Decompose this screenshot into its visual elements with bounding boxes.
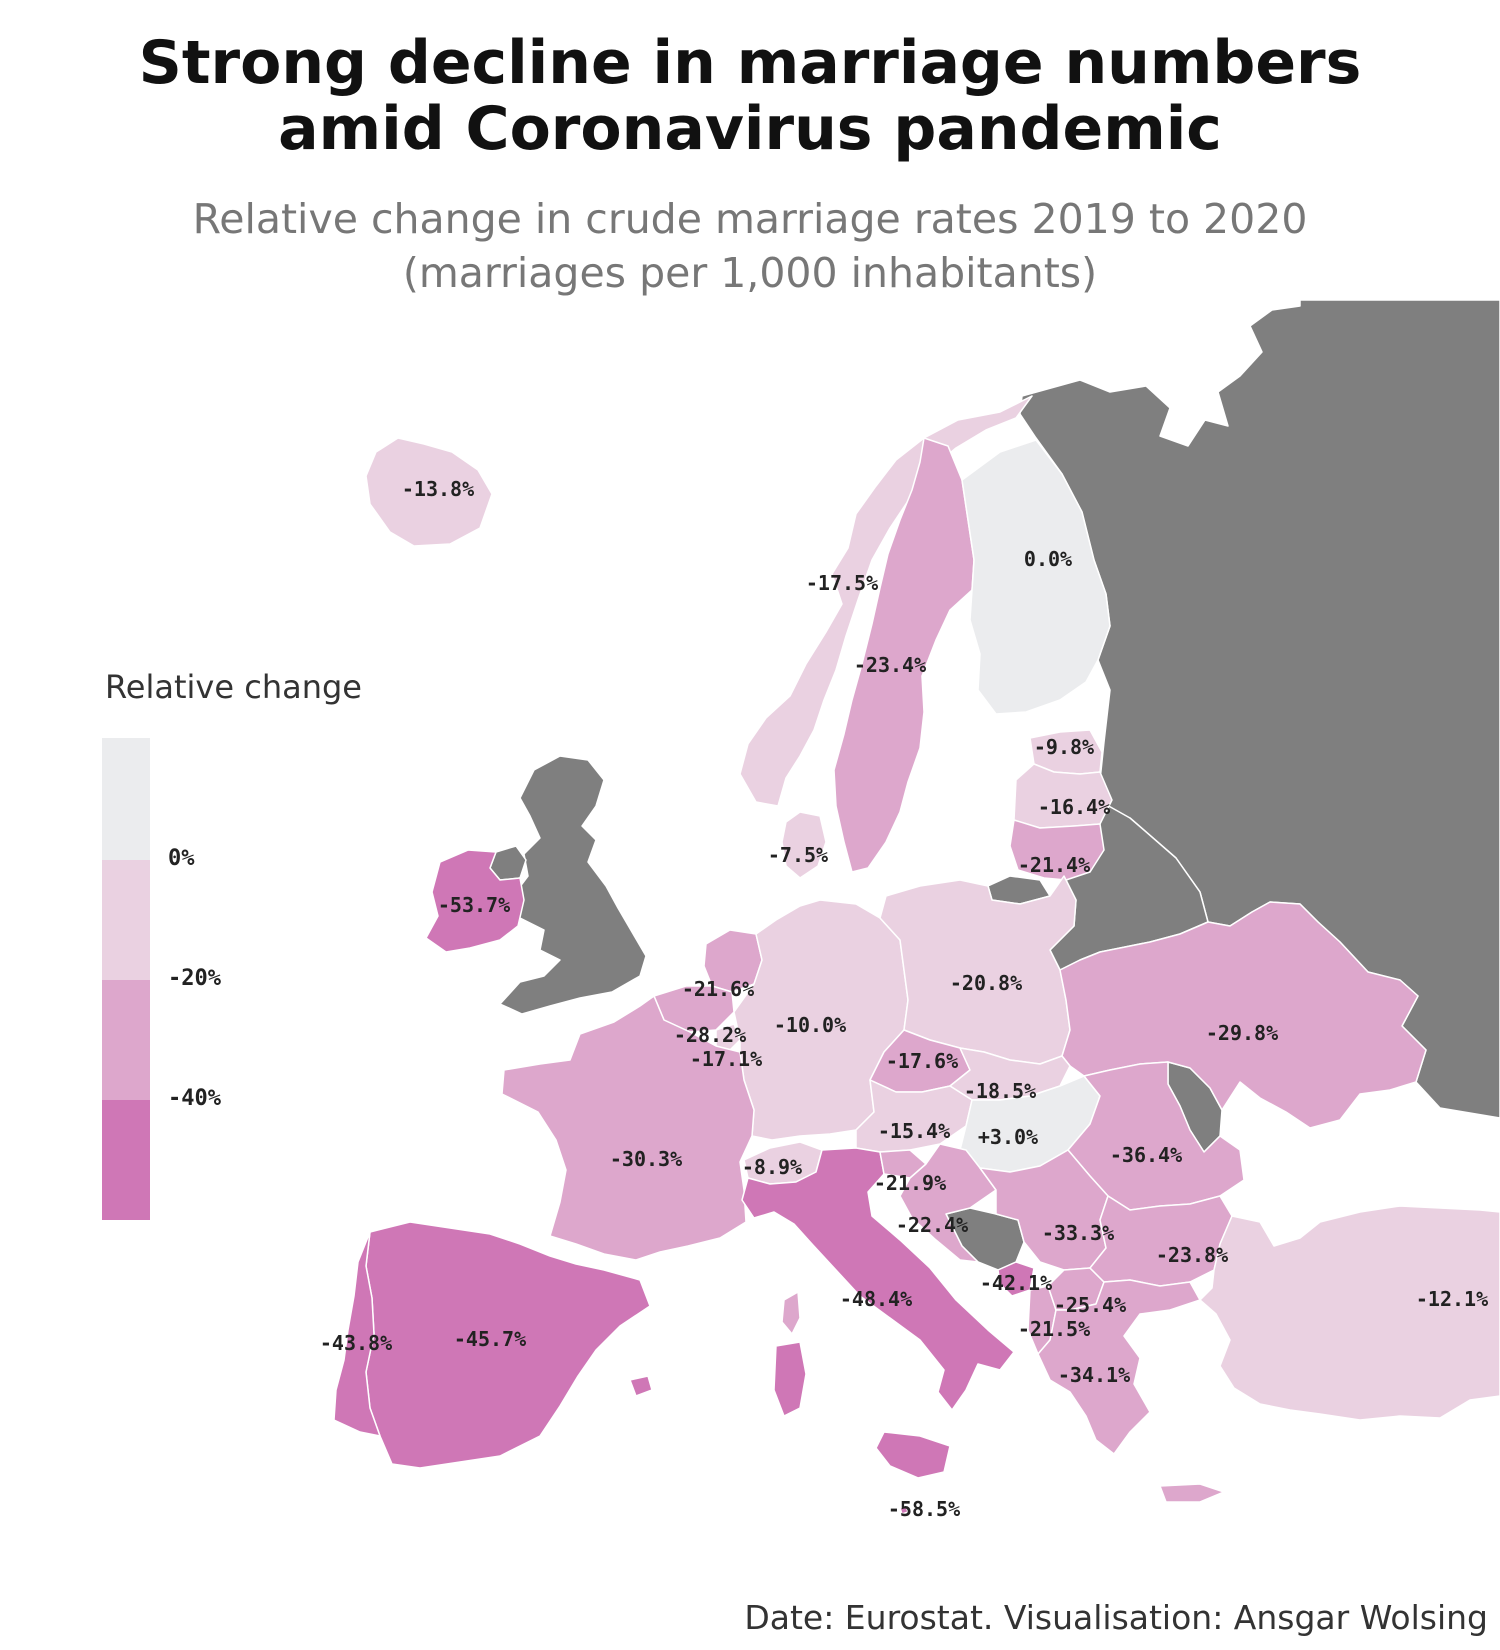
legend-label-20: -20% (168, 966, 221, 991)
region-label-no: -17.5% (806, 571, 878, 595)
region-turkey (1199, 1205, 1500, 1421)
region-denmark (781, 811, 827, 879)
region-label-se: -23.4% (854, 653, 926, 677)
region-label-is: -13.8% (402, 477, 474, 501)
legend-swatch-40-plus (102, 1100, 150, 1220)
region-label-pl: -20.8% (950, 971, 1022, 995)
chart-title-line-1: Strong decline in marriage numbers (138, 28, 1362, 98)
region-label-gr: -34.1% (1058, 1363, 1130, 1387)
chart-title: Strong decline in marriage numbers amid … (0, 30, 1500, 162)
region-finland (961, 439, 1111, 715)
region-label-bg: -23.8% (1156, 1243, 1228, 1267)
region-label-mt: -58.5% (888, 1497, 960, 1521)
region-greece (1037, 1279, 1201, 1455)
chart-title-line-2: amid Coronavirus pandemic (278, 94, 1222, 164)
region-label-nl: -21.6% (682, 977, 754, 1001)
region-label-sk: -18.5% (964, 1079, 1036, 1103)
region-label-dk: -7.5% (768, 843, 828, 867)
chart-subtitle-line-1: Relative change in crude marriage rates … (192, 195, 1308, 243)
region-label-ua: -29.8% (1206, 1021, 1278, 1045)
region-label-si: -21.9% (874, 1171, 946, 1195)
region-label-ee: -9.8% (1034, 735, 1094, 759)
region-label-cz: -17.6% (886, 1049, 958, 1073)
region-bulgaria (1089, 1195, 1233, 1287)
region-label-me: -42.1% (980, 1271, 1052, 1295)
region-italy (741, 1147, 1015, 1411)
region-label-hr: -22.4% (896, 1213, 968, 1237)
region-label-hu: +3.0% (978, 1125, 1038, 1149)
region-crete (1159, 1483, 1225, 1503)
region-label-fr: -30.3% (610, 1147, 682, 1171)
region-label-pt: -43.8% (320, 1331, 392, 1355)
region-label-be: -28.2% (674, 1023, 746, 1047)
region-uk (499, 755, 647, 1015)
region-sicily (875, 1431, 951, 1479)
region-label-es: -45.7% (454, 1327, 526, 1351)
region-label-lv: -16.4% (1038, 795, 1110, 819)
region-ireland (425, 849, 525, 953)
region-portugal (333, 1231, 381, 1437)
chart-subtitle: Relative change in crude marriage rates … (0, 192, 1500, 300)
region-label-tr: -12.1% (1416, 1287, 1488, 1311)
region-label-mk: -25.4% (1054, 1293, 1126, 1317)
legend-title: Relative change (105, 668, 362, 706)
region-label-ch: -8.9% (742, 1155, 802, 1179)
region-label-al: -21.5% (1018, 1317, 1090, 1341)
region-norway (739, 395, 1033, 807)
region-label-de: -10.0% (774, 1013, 846, 1037)
region-label-ro: -36.4% (1110, 1143, 1182, 1167)
region-balearic (629, 1375, 653, 1397)
region-luxembourg (715, 1023, 741, 1053)
chart-subtitle-line-2: (marriages per 1,000 inhabitants) (402, 249, 1098, 297)
region-label-ie: -53.7% (438, 893, 510, 917)
source-caption: Date: Eurostat. Visualisation: Ansgar Wo… (744, 1598, 1488, 1637)
region-label-lu: -17.1% (690, 1047, 762, 1071)
legend-swatch-0-20 (102, 860, 150, 980)
region-croatia (899, 1143, 997, 1263)
legend-label-40: -40% (168, 1086, 221, 1111)
region-label-lt: -21.4% (1018, 853, 1090, 877)
region-label-at: -15.4% (878, 1119, 950, 1143)
region-label-it: -48.4% (840, 1287, 912, 1311)
region-corsica (781, 1291, 801, 1335)
region-iceland (365, 437, 493, 547)
region-lithuania (1009, 819, 1105, 881)
legend-label-0: 0% (168, 846, 195, 871)
region-label-rs: -33.3% (1042, 1221, 1114, 1245)
region-label-fi: 0.0% (1024, 547, 1072, 571)
region-sardinia (773, 1341, 807, 1417)
region-france (501, 995, 755, 1261)
region-malta (899, 1505, 909, 1515)
legend-swatch-positive (102, 738, 150, 860)
legend-swatch-20-40 (102, 980, 150, 1100)
